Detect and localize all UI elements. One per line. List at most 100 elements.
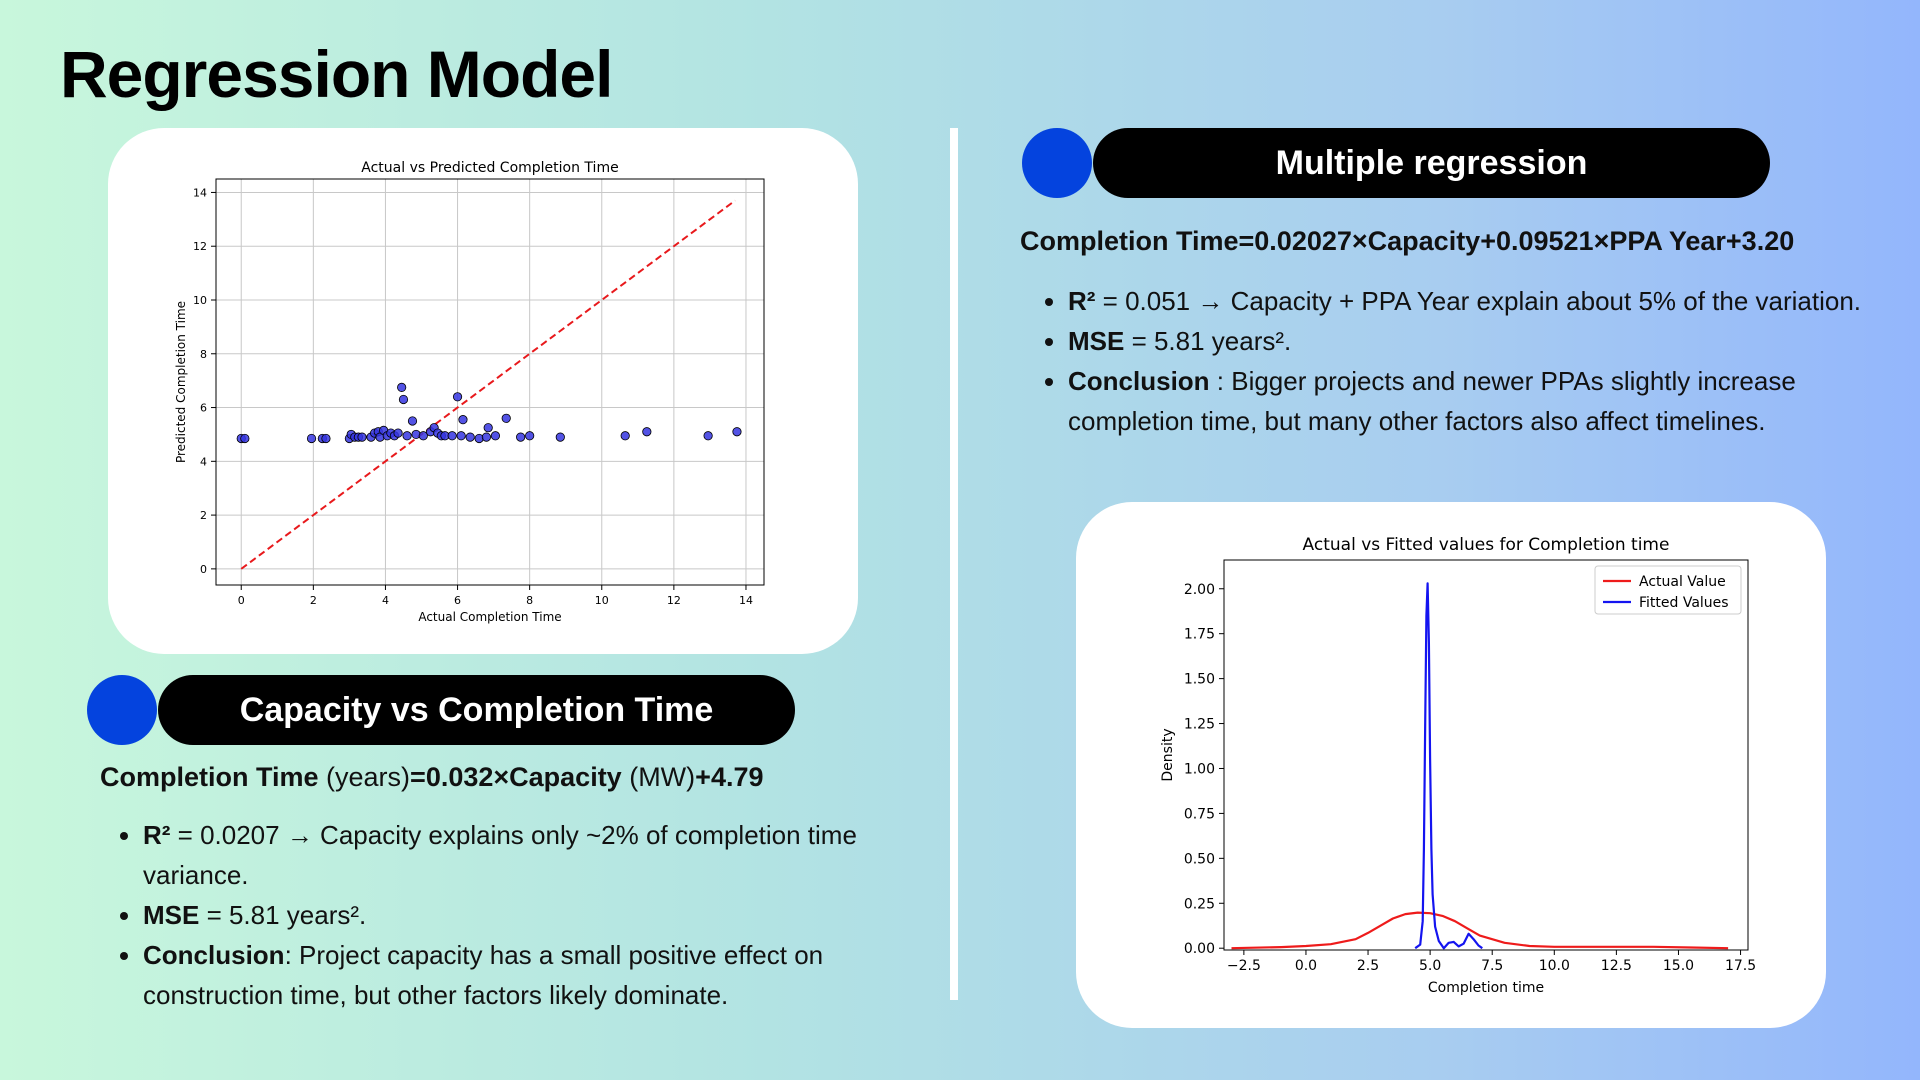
data-point bbox=[525, 431, 535, 441]
r2-text: = 0.051 → Capacity + PPA Year explain ab… bbox=[1095, 286, 1862, 316]
mse-text: = 5.81 years². bbox=[199, 900, 367, 930]
data-point bbox=[481, 432, 491, 442]
y-tick-label: 1.25 bbox=[1184, 717, 1215, 733]
chart-title: Actual vs Predicted Completion Time bbox=[361, 160, 618, 176]
y-tick-label: 14 bbox=[193, 186, 207, 199]
data-point bbox=[398, 394, 409, 405]
data-point bbox=[397, 382, 407, 392]
data-point bbox=[321, 433, 331, 444]
x-tick-label: 15.0 bbox=[1663, 958, 1694, 974]
y-tick-label: 8 bbox=[200, 348, 207, 361]
data-point bbox=[447, 431, 457, 441]
data-point bbox=[456, 431, 466, 441]
formula-part: =0.032×Capacity bbox=[410, 762, 622, 792]
data-point bbox=[732, 427, 742, 437]
x-tick-label: 10.0 bbox=[1539, 958, 1570, 974]
y-tick-label: 1.50 bbox=[1184, 672, 1215, 688]
r2-text: = 0.0207 → Capacity explains only ~2% of… bbox=[143, 820, 857, 890]
x-tick-label: 12.5 bbox=[1601, 958, 1632, 974]
chart-title: Actual vs Fitted values for Completion t… bbox=[1303, 535, 1670, 555]
x-tick-label: 7.5 bbox=[1481, 958, 1503, 974]
data-point bbox=[555, 432, 565, 442]
data-point bbox=[458, 415, 468, 425]
x-tick-label: 0.0 bbox=[1295, 958, 1317, 974]
scatter-chart-card: 0 0 2 2 4 4 6 6 8 8 10 10 12 12 14 14 Actual vs Predicte… bbox=[108, 128, 858, 654]
x-tick-label: 4 bbox=[382, 594, 389, 607]
data-point bbox=[240, 433, 250, 444]
x-tick-label: 10 bbox=[595, 594, 609, 607]
x-tick-label: 0 bbox=[238, 594, 245, 607]
data-point bbox=[357, 432, 367, 442]
formula-part: +4.79 bbox=[695, 762, 764, 792]
data-point bbox=[620, 431, 630, 441]
page-title: Regression Model bbox=[60, 37, 613, 111]
x-tick-label: −2.5 bbox=[1227, 958, 1261, 974]
y-tick-label: 1.75 bbox=[1184, 627, 1215, 643]
data-point bbox=[306, 433, 317, 444]
data-point bbox=[402, 431, 412, 441]
legend-box bbox=[1594, 565, 1742, 615]
mse-label: MSE bbox=[143, 900, 200, 930]
y-tick-label: 4 bbox=[200, 455, 207, 468]
density-line bbox=[1231, 911, 1729, 950]
x-tick-label: 17.5 bbox=[1725, 958, 1756, 974]
y-tick-label: 0.50 bbox=[1184, 851, 1215, 867]
list-item: MSE = 5.81 years². bbox=[143, 895, 883, 935]
density-chart-card: −2.5 0.0 2.5 5.0 7.5 10.0 12.5 15.0 17.5 0.00 0.25… bbox=[1076, 502, 1826, 1028]
y-tick-label: 6 bbox=[200, 402, 207, 415]
data-point bbox=[452, 392, 463, 402]
formula-part: (MW) bbox=[621, 762, 696, 792]
x-tick-label: 5.0 bbox=[1419, 958, 1441, 974]
density-line bbox=[1414, 582, 1483, 950]
y-tick-label: 0 bbox=[200, 563, 207, 576]
multiple-regression-heading: Multiple regression bbox=[1093, 128, 1770, 198]
y-tick-label: 2 bbox=[200, 509, 207, 522]
list-item: Conclusion : Bigger projects and newer P… bbox=[1068, 361, 1878, 441]
bullet-dot-icon bbox=[87, 675, 157, 745]
reference-line bbox=[240, 199, 736, 570]
y-axis-label: Density bbox=[1160, 728, 1176, 781]
bullet-dot-icon bbox=[1022, 128, 1092, 198]
y-tick-label: 0.00 bbox=[1184, 941, 1215, 957]
y-axis-label: Predicted Completion Time bbox=[174, 301, 188, 463]
data-point bbox=[516, 432, 526, 442]
multiple-regression-findings-list: R² = 0.051 → Capacity + PPA Year explain… bbox=[1028, 281, 1878, 441]
data-point bbox=[465, 432, 475, 442]
density-chart: −2.5 0.0 2.5 5.0 7.5 10.0 12.5 15.0 17.5 0.00 0.25… bbox=[1160, 535, 1756, 996]
data-point bbox=[490, 431, 501, 441]
list-item: Conclusion: Project capacity has a small… bbox=[143, 935, 883, 1015]
scatter-chart: 0 0 2 2 4 4 6 6 8 8 10 10 12 12 14 14 Actual vs Predicte… bbox=[174, 160, 765, 624]
list-item: R² = 0.0207 → Capacity explains only ~2%… bbox=[143, 815, 883, 895]
conclusion-label: Conclusion bbox=[1068, 366, 1210, 396]
data-point bbox=[703, 431, 713, 441]
plot-frame bbox=[1223, 559, 1749, 951]
y-tick-label: 10 bbox=[193, 294, 207, 307]
conclusion-text: : Project capacity has a small positive … bbox=[143, 940, 824, 1010]
plot-frame bbox=[215, 178, 765, 586]
data-point bbox=[407, 416, 418, 426]
x-tick-label: 8 bbox=[526, 594, 533, 607]
y-tick-label: 2.00 bbox=[1184, 582, 1215, 598]
r2-label: R² bbox=[143, 820, 171, 850]
conclusion-text: : Bigger projects and newer PPAs slightl… bbox=[1068, 366, 1796, 436]
x-tick-label: 2.5 bbox=[1357, 958, 1379, 974]
r2-label: R² bbox=[1068, 286, 1096, 316]
data-point bbox=[418, 431, 428, 441]
mse-label: MSE bbox=[1068, 326, 1125, 356]
mse-text: = 5.81 years². bbox=[1124, 326, 1292, 356]
legend-label: Actual Value bbox=[1639, 574, 1726, 590]
data-point bbox=[483, 423, 493, 433]
formula-part: (years) bbox=[318, 762, 411, 792]
capacity-section-heading: Capacity vs Completion Time bbox=[158, 675, 795, 745]
x-tick-label: 6 bbox=[454, 594, 461, 607]
data-point bbox=[642, 427, 652, 437]
x-tick-label: 2 bbox=[310, 594, 317, 607]
x-tick-label: 12 bbox=[667, 594, 681, 607]
y-tick-label: 0.25 bbox=[1184, 896, 1215, 912]
list-item: MSE = 5.81 years². bbox=[1068, 321, 1878, 361]
legend-label: Fitted Values bbox=[1639, 595, 1729, 611]
x-axis-label: Completion time bbox=[1428, 980, 1544, 996]
data-point bbox=[393, 428, 403, 438]
list-item: R² = 0.051 → Capacity + PPA Year explain… bbox=[1068, 281, 1878, 321]
vertical-divider bbox=[950, 128, 958, 1000]
